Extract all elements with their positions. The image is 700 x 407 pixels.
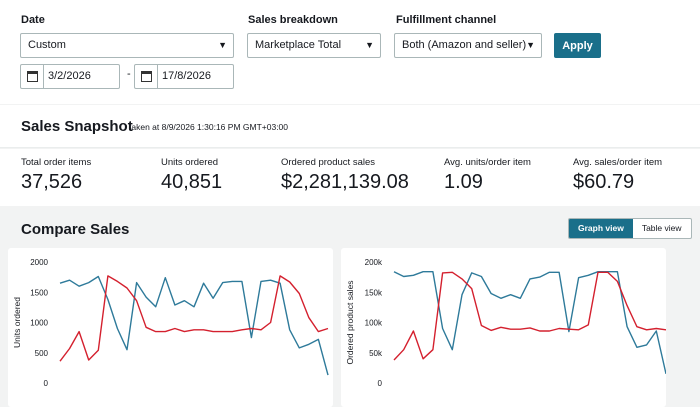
channel-value: Both (Amazon and seller) — [402, 39, 527, 51]
graph-view-button[interactable]: Graph view — [569, 219, 633, 238]
filter-bar: Date Custom ▼ Sales breakdown Marketplac… — [0, 0, 700, 104]
y-tick-label: 1500 — [30, 288, 48, 297]
table-view-button[interactable]: Table view — [641, 223, 682, 233]
metric-avg-units-per-order-item: Avg. units/order item 1.09 — [444, 157, 531, 193]
series-line-blue — [393, 271, 666, 375]
y-tick-label: 100k — [365, 319, 383, 328]
end-date-value: 17/8/2026 — [162, 70, 211, 82]
start-date-field[interactable]: 3/2/2026 — [20, 64, 120, 89]
start-date-value: 3/2/2026 — [48, 70, 91, 82]
y-tick-label: 1000 — [30, 319, 48, 328]
ordered-product-sales-chart: 200k 150k 100k 50k 0 Ordered product sales — [345, 258, 666, 388]
date-label: Date — [21, 14, 45, 26]
date-range-value: Custom — [28, 39, 66, 51]
compare-sales-title: Compare Sales — [21, 221, 130, 238]
breakdown-label: Sales breakdown — [248, 14, 338, 26]
chevron-down-icon: ▼ — [526, 40, 535, 50]
y-tick-label: 50k — [369, 349, 383, 358]
calendar-icon — [27, 71, 38, 82]
units-ordered-chart-panel: 2000 1500 1000 500 0 Units ordered — [8, 248, 333, 407]
view-toggle: Graph view Table view — [568, 218, 692, 239]
channel-label: Fulfillment channel — [396, 14, 497, 26]
series-line-red — [59, 275, 329, 362]
chevron-down-icon: ▼ — [218, 40, 227, 50]
y-axis-label: Ordered product sales — [345, 280, 355, 364]
sales-breakdown-select[interactable]: Marketplace Total ▼ — [247, 33, 381, 58]
y-tick-label: 0 — [44, 379, 49, 388]
sales-snapshot-header: Sales Snapshot taken at 8/9/2026 1:30:16… — [0, 105, 700, 148]
y-tick-label: 2000 — [30, 258, 48, 267]
fulfillment-channel-select[interactable]: Both (Amazon and seller) ▼ — [394, 33, 542, 58]
y-tick-label: 500 — [35, 349, 49, 358]
apply-button[interactable]: Apply — [554, 33, 601, 58]
end-date-field[interactable]: 17/8/2026 — [134, 64, 234, 89]
y-axis-label: Units ordered — [12, 297, 22, 348]
y-tick-label: 0 — [378, 379, 383, 388]
y-tick-label: 200k — [365, 258, 383, 267]
series-line-blue — [59, 275, 329, 376]
breakdown-value: Marketplace Total — [255, 39, 342, 51]
metric-units-ordered: Units ordered 40,851 — [161, 157, 223, 193]
metric-ordered-product-sales: Ordered product sales $2,281,139.08 — [281, 157, 409, 193]
product-sales-chart-panel: 200k 150k 100k 50k 0 Ordered product sales — [341, 248, 666, 407]
y-tick-label: 150k — [365, 288, 383, 297]
snapshot-title: Sales Snapshot — [21, 118, 133, 135]
snapshot-timestamp: taken at 8/9/2026 1:30:16 PM GMT+03:00 — [129, 122, 289, 132]
date-range-select[interactable]: Custom ▼ — [20, 33, 234, 58]
series-line-red — [393, 271, 666, 361]
calendar-icon — [141, 71, 152, 82]
date-separator: - — [127, 68, 131, 80]
units-ordered-chart: 2000 1500 1000 500 0 Units ordered — [12, 258, 329, 388]
chevron-down-icon: ▼ — [365, 40, 374, 50]
metric-avg-sales-per-order-item: Avg. sales/order item $60.79 — [573, 157, 663, 193]
snapshot-metrics: Total order items 37,526 Units ordered 4… — [0, 149, 700, 206]
metric-total-order-items: Total order items 37,526 — [21, 157, 92, 193]
